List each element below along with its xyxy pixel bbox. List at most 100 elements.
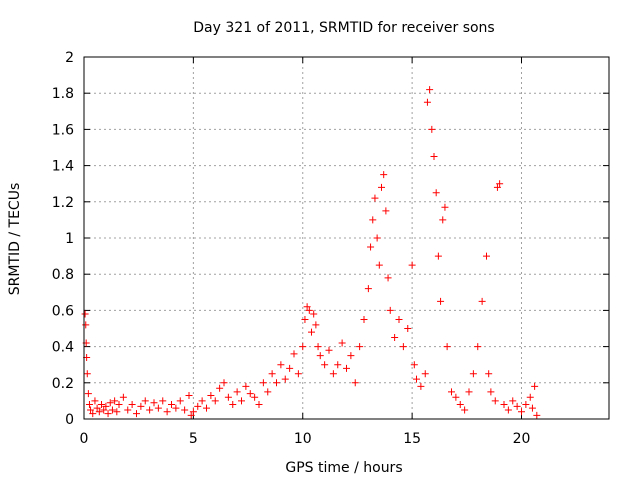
data-point-marker — [124, 406, 132, 414]
data-point-marker — [113, 408, 121, 416]
data-point-marker — [301, 315, 309, 323]
data-point-marker — [395, 315, 403, 323]
data-point-marker — [518, 408, 525, 416]
y-tick-label: 0 — [65, 412, 74, 428]
data-point-marker — [399, 343, 407, 351]
y-tick-label: 1.8 — [52, 86, 74, 102]
data-point-marker — [128, 401, 136, 409]
data-point-marker — [303, 303, 311, 311]
data-point-marker — [82, 321, 90, 329]
data-point-marker — [242, 382, 250, 390]
data-point-marker — [474, 343, 482, 351]
data-point-marker — [369, 216, 377, 224]
data-point-marker — [299, 343, 307, 351]
chart-title: Day 321 of 2011, SRMTID for receiver son… — [193, 20, 494, 36]
data-point-marker — [465, 388, 473, 396]
data-point-marker — [413, 375, 420, 383]
data-point-marker — [408, 261, 416, 269]
data-point-marker — [386, 306, 394, 314]
data-point-marker — [233, 388, 241, 396]
y-tick-label: 0.2 — [52, 376, 74, 392]
data-point-marker — [163, 408, 171, 416]
data-point-marker — [382, 207, 390, 215]
data-point-marker — [100, 406, 108, 414]
data-point-marker — [356, 343, 364, 351]
data-point-marker — [89, 410, 97, 418]
data-point-marker — [141, 397, 149, 405]
data-point-marker — [314, 343, 322, 351]
data-point-marker — [187, 411, 195, 419]
data-point-marker — [198, 397, 206, 405]
data-point-marker — [119, 393, 127, 401]
data-point-marker — [410, 361, 418, 369]
y-tick-label: 1 — [65, 231, 74, 247]
data-point-marker — [146, 406, 154, 414]
data-point-marker — [373, 234, 381, 242]
data-point-marker — [194, 402, 202, 410]
data-point-marker — [83, 370, 91, 378]
data-point-marker — [286, 364, 294, 372]
data-point-marker — [443, 343, 451, 351]
data-point-marker — [325, 346, 333, 354]
data-point-marker — [371, 194, 379, 202]
data-point-marker — [513, 402, 521, 410]
data-point-marker — [85, 401, 93, 409]
data-point-marker — [168, 401, 175, 409]
data-point-marker — [423, 98, 431, 106]
data-point-marker — [91, 397, 99, 405]
data-point-marker — [308, 328, 315, 336]
data-point-marker — [491, 397, 499, 405]
data-point-marker — [360, 315, 368, 323]
data-point-marker — [137, 402, 145, 410]
x-tick-label: 15 — [403, 431, 421, 447]
data-point-marker — [185, 391, 193, 399]
data-point-marker — [154, 404, 162, 412]
data-point-marker — [526, 393, 534, 401]
data-point-marker — [264, 388, 272, 396]
data-point-marker — [441, 203, 449, 211]
data-point-marker — [95, 408, 103, 416]
y-tick-label: 1.2 — [52, 195, 74, 211]
data-point-marker — [437, 297, 445, 305]
data-point-marker — [452, 393, 460, 401]
data-point-marker — [493, 183, 501, 191]
data-point-marker — [216, 384, 224, 392]
data-point-marker — [220, 379, 228, 387]
data-point-marker — [224, 393, 232, 401]
data-point-marker — [102, 402, 110, 410]
data-point-marker — [273, 379, 280, 387]
y-axis-label: SRMTID / TECUs — [7, 183, 23, 296]
y-tick-label: 0.8 — [52, 267, 74, 283]
data-point-marker — [391, 334, 399, 342]
y-tick-label: 0.6 — [52, 303, 74, 319]
x-axis-label: GPS time / hours — [285, 460, 402, 476]
data-point-marker — [211, 397, 219, 405]
data-point-marker — [421, 370, 429, 378]
data-point-marker — [483, 252, 490, 260]
data-point-marker — [115, 401, 123, 409]
data-point-marker — [316, 352, 324, 360]
data-point-marker — [251, 393, 259, 401]
data-point-marker — [343, 364, 350, 372]
data-point-marker — [290, 350, 298, 358]
data-point-marker — [329, 370, 337, 378]
x-tick-label: 10 — [294, 431, 312, 447]
data-point-marker — [456, 401, 464, 409]
data-point-marker — [384, 274, 392, 282]
data-point-marker — [417, 382, 425, 390]
data-points — [81, 86, 541, 419]
data-point-marker — [404, 325, 412, 332]
data-point-marker — [364, 285, 372, 293]
data-point-marker — [378, 183, 385, 191]
data-point-marker — [448, 388, 455, 396]
y-tick-label: 0.4 — [52, 340, 74, 356]
x-tick-label: 20 — [513, 431, 531, 447]
data-point-marker — [439, 216, 447, 224]
y-tick-label: 1.4 — [52, 159, 74, 175]
data-point-marker — [277, 361, 285, 369]
data-point-marker — [496, 180, 504, 188]
data-point-marker — [430, 153, 438, 161]
data-point-marker — [528, 404, 536, 412]
data-point-marker — [487, 388, 495, 396]
y-tick-label: 1.6 — [52, 122, 74, 138]
